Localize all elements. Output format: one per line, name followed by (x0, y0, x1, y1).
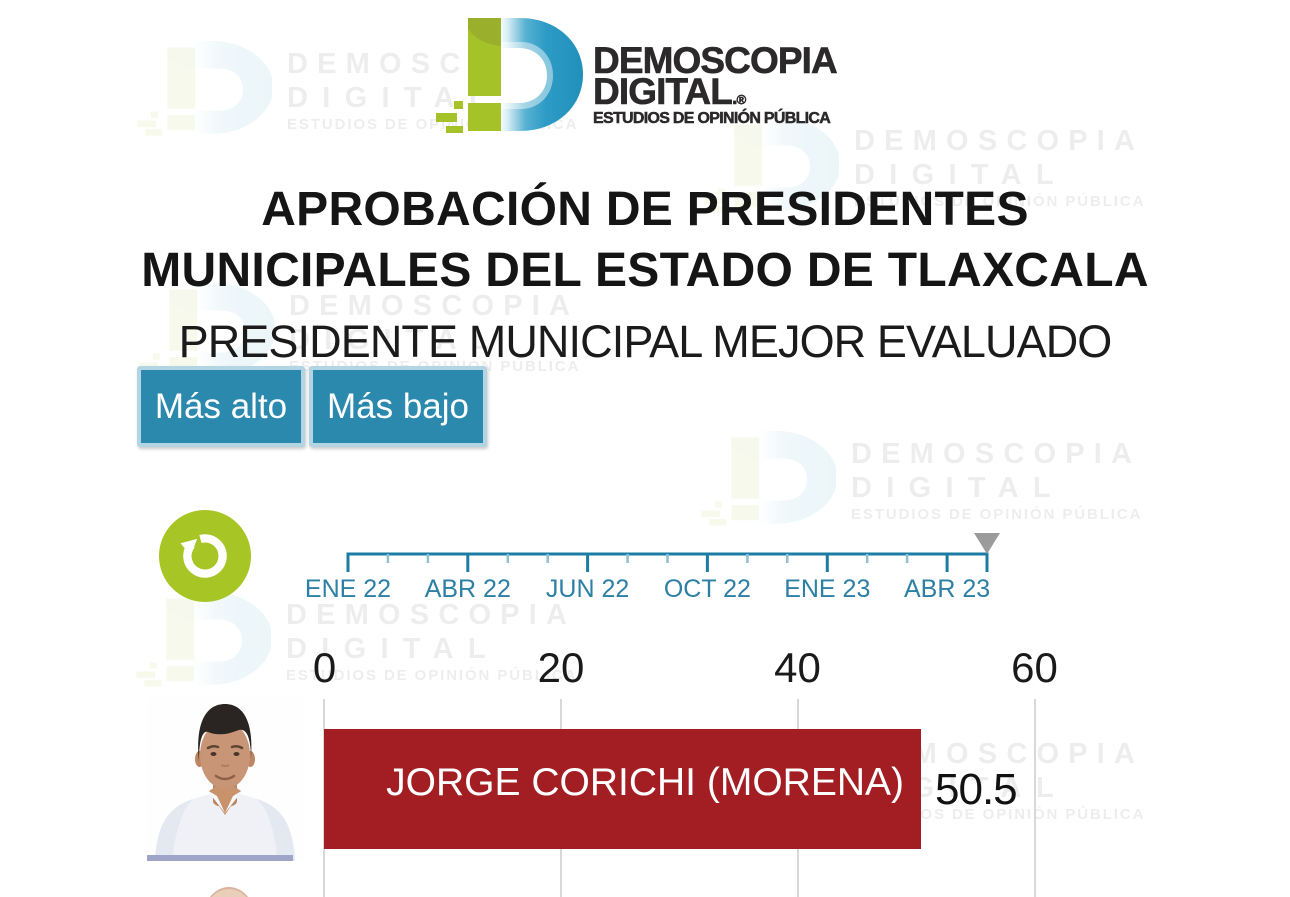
svg-text:OCT 22: OCT 22 (664, 575, 751, 603)
svg-text:ENE 23: ENE 23 (784, 575, 870, 603)
svg-text:ABR 22: ABR 22 (425, 575, 511, 603)
svg-text:ABR 23: ABR 23 (904, 575, 990, 603)
svg-text:ENE 22: ENE 22 (305, 575, 391, 603)
svg-text:JUN 22: JUN 22 (546, 575, 629, 603)
